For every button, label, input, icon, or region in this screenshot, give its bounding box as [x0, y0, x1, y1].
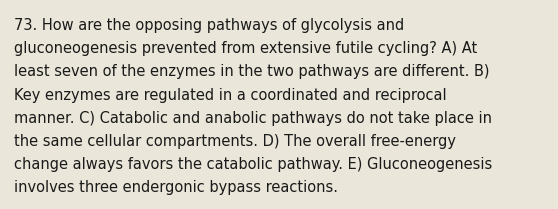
Text: change always favors the catabolic pathway. E) Gluconeogenesis: change always favors the catabolic pathw… — [14, 157, 492, 172]
Text: the same cellular compartments. D) The overall free-energy: the same cellular compartments. D) The o… — [14, 134, 456, 149]
Text: involves three endergonic bypass reactions.: involves three endergonic bypass reactio… — [14, 180, 338, 195]
Text: gluconeogenesis prevented from extensive futile cycling? A) At: gluconeogenesis prevented from extensive… — [14, 41, 477, 56]
Text: 73. How are the opposing pathways of glycolysis and: 73. How are the opposing pathways of gly… — [14, 18, 404, 33]
Text: manner. C) Catabolic and anabolic pathways do not take place in: manner. C) Catabolic and anabolic pathwa… — [14, 111, 492, 126]
Text: least seven of the enzymes in the two pathways are different. B): least seven of the enzymes in the two pa… — [14, 64, 489, 79]
Text: Key enzymes are regulated in a coordinated and reciprocal: Key enzymes are regulated in a coordinat… — [14, 88, 446, 103]
